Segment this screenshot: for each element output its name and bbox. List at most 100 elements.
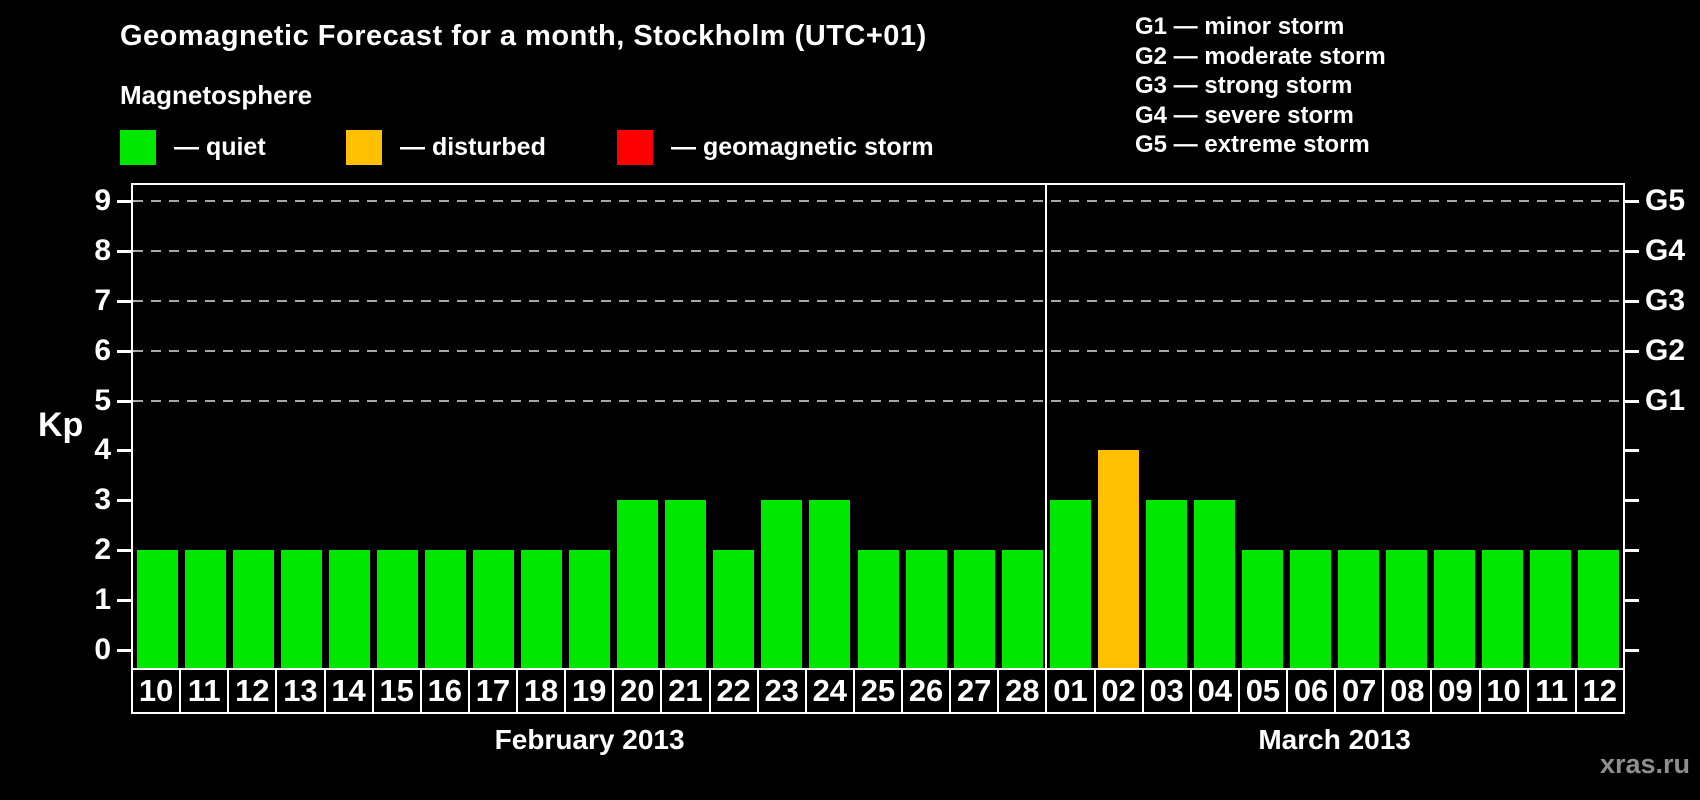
g-scale-label-g5: G5 <box>1645 183 1686 217</box>
legend-label-disturbed: — disturbed <box>400 133 546 161</box>
date-cell-feb-19: 19 <box>564 668 615 714</box>
kp-bar-feb-23 <box>761 500 803 668</box>
date-cell-feb-22: 22 <box>708 668 759 714</box>
magnetosphere-legend-heading: Magnetosphere <box>120 80 313 110</box>
gridline-kp-6 <box>133 349 1623 352</box>
kp-bar-feb-22 <box>713 550 755 668</box>
date-cell-feb-16: 16 <box>419 668 470 714</box>
date-cell-mar-08: 08 <box>1382 668 1433 714</box>
kp-bar-feb-14 <box>328 550 370 668</box>
left-axis-tick-5 <box>117 399 131 403</box>
g-scale-label-g3: G3 <box>1645 283 1686 317</box>
y-tick-label-5: 5 <box>94 383 111 417</box>
date-cell-feb-20: 20 <box>612 668 663 714</box>
storm-scale-legend-g3: G3 — strong storm <box>1135 72 1353 99</box>
storm-scale-legend-g1: G1 — minor storm <box>1135 13 1345 40</box>
right-axis-tick-1 <box>1625 599 1639 603</box>
kp-bar-feb-21 <box>665 500 707 668</box>
kp-bar-feb-19 <box>569 550 611 668</box>
kp-bar-feb-16 <box>424 550 466 668</box>
kp-bar-mar-04 <box>1193 500 1235 668</box>
date-cell-mar-12: 12 <box>1574 668 1625 714</box>
date-cell-feb-12: 12 <box>227 668 278 714</box>
y-tick-label-8: 8 <box>94 233 111 267</box>
date-cell-feb-14: 14 <box>323 668 374 714</box>
kp-bar-mar-02 <box>1097 450 1139 668</box>
date-cell-feb-17: 17 <box>467 668 518 714</box>
month-label-march: March 2013 <box>1258 724 1411 755</box>
date-cell-mar-03: 03 <box>1141 668 1192 714</box>
date-cell-feb-13: 13 <box>275 668 326 714</box>
kp-bar-feb-17 <box>472 550 514 668</box>
storm-scale-legend-g2: G2 — moderate storm <box>1135 42 1386 70</box>
kp-bar-feb-18 <box>521 550 563 668</box>
gridline-kp-5 <box>133 399 1623 402</box>
month-label-february: February 2013 <box>494 724 685 755</box>
date-cell-feb-26: 26 <box>901 668 952 714</box>
legend-item-quiet: — quiet <box>120 130 266 165</box>
gridline-kp-7 <box>133 299 1623 302</box>
legend-swatch-storm <box>617 130 653 165</box>
legend-swatch-disturbed <box>346 130 382 165</box>
g-scale-label-g4: G4 <box>1645 233 1686 267</box>
kp-bar-mar-03 <box>1145 500 1187 668</box>
right-axis-tick-3 <box>1625 499 1639 503</box>
kp-bar-feb-26 <box>905 550 947 668</box>
left-axis-tick-0 <box>117 649 131 652</box>
y-tick-label-9: 9 <box>94 183 111 217</box>
date-cell-mar-04: 04 <box>1189 668 1240 714</box>
kp-bar-feb-11 <box>184 550 226 668</box>
kp-bar-feb-24 <box>809 500 851 668</box>
date-cell-mar-02: 02 <box>1093 668 1144 714</box>
date-cell-feb-23: 23 <box>756 668 807 714</box>
kp-bar-mar-07 <box>1338 550 1380 668</box>
left-axis-tick-9 <box>117 199 131 203</box>
legend-item-storm: — geomagnetic storm <box>617 130 934 165</box>
plot-area <box>131 183 1625 668</box>
y-tick-label-1: 1 <box>94 583 111 617</box>
date-cell-mar-01: 01 <box>1045 668 1096 714</box>
left-axis-tick-2 <box>117 549 131 553</box>
date-cell-mar-09: 09 <box>1430 668 1481 714</box>
date-cell-feb-25: 25 <box>852 668 903 714</box>
left-axis-tick-7 <box>117 299 131 303</box>
kp-bar-feb-25 <box>857 550 899 668</box>
left-axis-tick-8 <box>117 249 131 253</box>
right-axis-tick-2 <box>1625 549 1639 553</box>
date-cell-feb-10: 10 <box>131 668 182 714</box>
gridline-kp-9 <box>133 199 1623 202</box>
storm-scale-legend-g4: G4 — severe storm <box>1135 101 1354 129</box>
legend-label-storm: — geomagnetic storm <box>671 133 934 161</box>
legend-swatch-quiet <box>120 130 156 165</box>
date-cell-feb-15: 15 <box>371 668 422 714</box>
kp-bar-mar-01 <box>1049 500 1091 668</box>
date-cell-feb-24: 24 <box>804 668 855 714</box>
y-axis-label-kp: Kp <box>38 406 84 444</box>
kp-bar-feb-20 <box>617 500 659 668</box>
y-tick-label-2: 2 <box>94 533 111 567</box>
kp-bar-mar-05 <box>1242 550 1284 668</box>
right-axis-tick-7 <box>1625 299 1639 303</box>
left-axis-tick-1 <box>117 599 131 603</box>
left-axis-tick-4 <box>117 449 131 453</box>
legend-label-quiet: — quiet <box>174 133 266 161</box>
storm-scale-legend-g5: G5 — extreme storm <box>1135 131 1370 158</box>
kp-bar-mar-10 <box>1482 550 1524 668</box>
right-axis-tick-4 <box>1625 449 1639 453</box>
g-scale-label-g1: G1 <box>1645 383 1686 417</box>
y-tick-label-6: 6 <box>94 333 111 367</box>
watermark: xras.ru <box>1599 749 1690 779</box>
right-axis-tick-8 <box>1625 249 1639 253</box>
kp-bar-feb-27 <box>953 550 995 668</box>
gridline-kp-8 <box>133 249 1623 252</box>
date-cell-feb-28: 28 <box>997 668 1048 714</box>
kp-bar-feb-12 <box>232 550 274 668</box>
kp-bar-mar-06 <box>1290 550 1332 668</box>
kp-bar-mar-08 <box>1386 550 1428 668</box>
kp-bar-mar-11 <box>1530 550 1572 668</box>
date-cell-feb-11: 11 <box>179 668 230 714</box>
date-cell-mar-05: 05 <box>1237 668 1288 714</box>
right-axis-tick-9 <box>1625 199 1639 203</box>
right-axis-tick-5 <box>1625 399 1639 403</box>
